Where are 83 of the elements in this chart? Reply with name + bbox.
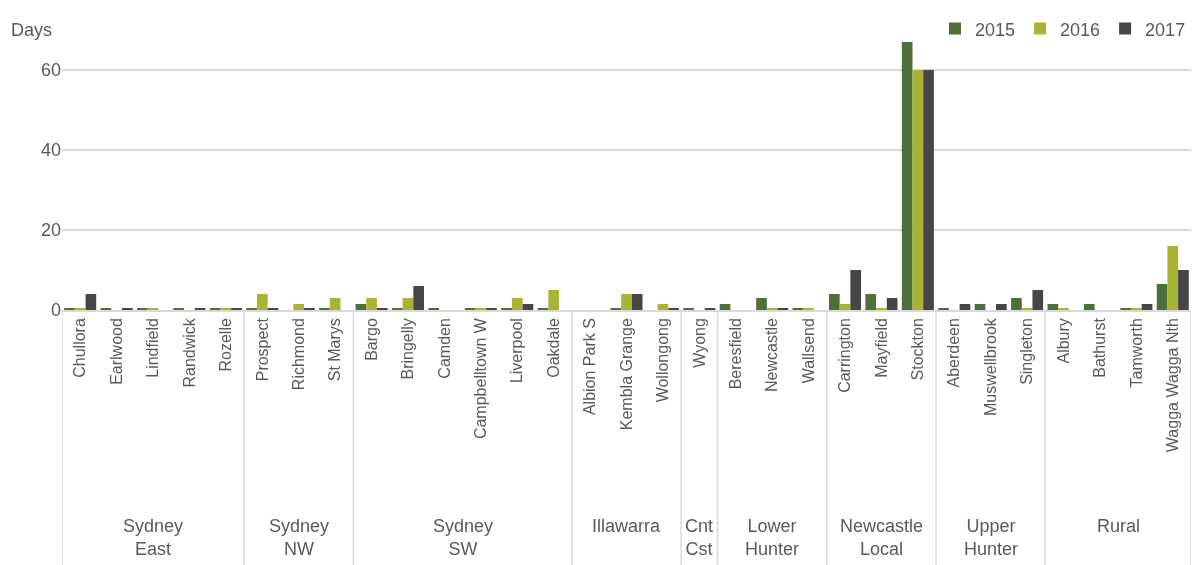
y-tick-label: 40	[40, 140, 61, 161]
x-tick-label: Singleton	[1018, 318, 1036, 385]
bar	[355, 304, 367, 310]
bar	[1011, 298, 1022, 310]
bar	[828, 294, 840, 310]
x-tick-label: Randwick	[180, 317, 198, 388]
bar	[901, 42, 913, 310]
x-tick-label: Kembla Grange	[617, 318, 635, 431]
x-tick-label: Stockton	[909, 318, 927, 381]
y-tick-label: 20	[40, 220, 61, 241]
x-tick-label: Campbelltown W	[472, 317, 490, 440]
bar	[923, 70, 934, 310]
text: Illawarra	[592, 516, 662, 536]
y-tick-label: 0	[50, 300, 61, 321]
bar	[413, 286, 425, 310]
x-tick-label: Muswellbrook	[981, 317, 999, 416]
x-tick-label: Prospect	[253, 317, 271, 382]
x-tick-label: Tamworth	[1127, 318, 1145, 388]
bar	[631, 294, 643, 310]
bar	[1156, 284, 1168, 310]
x-tick-label: Aberdeen	[945, 318, 963, 388]
x-tick-label: Carrington	[836, 318, 854, 393]
x-tick-label: Chullora	[71, 318, 89, 378]
bar	[1047, 304, 1059, 310]
text: Upper Hunter	[964, 516, 1019, 560]
bar	[839, 304, 851, 310]
x-tick-label: Earlwood	[107, 318, 125, 385]
bar	[1167, 246, 1179, 310]
bar	[886, 298, 898, 310]
bar	[511, 298, 523, 310]
bar	[912, 70, 924, 310]
y-axis-title: Days	[11, 20, 53, 40]
legend-label: 2016	[1060, 19, 1101, 40]
legend-label: 2015	[975, 19, 1016, 40]
x-tick-label: Newcastle	[763, 318, 781, 392]
bar	[621, 294, 632, 310]
bar	[256, 294, 268, 310]
bar	[1141, 304, 1153, 310]
x-tick-label: Wallsend	[799, 318, 817, 384]
bar	[402, 298, 414, 310]
bar	[293, 304, 305, 310]
text: Cnt Cst	[685, 516, 714, 560]
bar	[366, 298, 377, 310]
bar	[719, 304, 731, 310]
x-tick-label: Liverpool	[508, 318, 526, 384]
x-tick-label: Wyong	[690, 318, 708, 368]
x-tick-label: Oakdale	[544, 318, 562, 378]
text: Rural	[1097, 516, 1141, 536]
x-tick-label: Bathurst	[1091, 317, 1109, 378]
bar	[329, 298, 341, 310]
bar	[959, 304, 971, 310]
bar	[522, 304, 534, 310]
x-tick-label: Wollongong	[654, 318, 672, 403]
y-tick-label: 60	[40, 60, 61, 81]
bar	[657, 304, 669, 310]
text: Sydney NW	[269, 516, 330, 560]
x-tick-label: Lindfield	[144, 318, 162, 378]
bar	[756, 298, 767, 310]
text: Lower Hunter	[745, 516, 800, 560]
bar	[85, 294, 97, 310]
x-tick-label: Mayfield	[872, 318, 890, 378]
text: Sydney East	[123, 516, 184, 560]
bar	[1032, 290, 1044, 310]
bar	[548, 290, 559, 310]
x-tick-label: St Marys	[326, 318, 344, 382]
legend-label: 2017	[1145, 19, 1186, 40]
text: Newcastle Local	[840, 516, 924, 560]
x-tick-label: Richmond	[289, 318, 307, 391]
text: Sydney SW	[433, 516, 494, 560]
x-tick-label: Camden	[435, 318, 453, 379]
x-tick-label: Albion Park S	[581, 318, 599, 416]
bar	[974, 304, 986, 310]
x-tick-label: Albury	[1054, 318, 1072, 364]
bar	[1083, 304, 1095, 310]
bar	[865, 294, 877, 310]
x-tick-label: Bargo	[362, 318, 380, 361]
bar	[1178, 270, 1189, 310]
bar	[850, 270, 862, 310]
bar	[996, 304, 1007, 310]
x-tick-label: Beresfield	[726, 318, 744, 390]
x-tick-label: Rozelle	[217, 318, 235, 372]
x-tick-label: Wagga Wagga Nth	[1163, 318, 1181, 453]
x-tick-label: Bringelly	[399, 318, 417, 380]
